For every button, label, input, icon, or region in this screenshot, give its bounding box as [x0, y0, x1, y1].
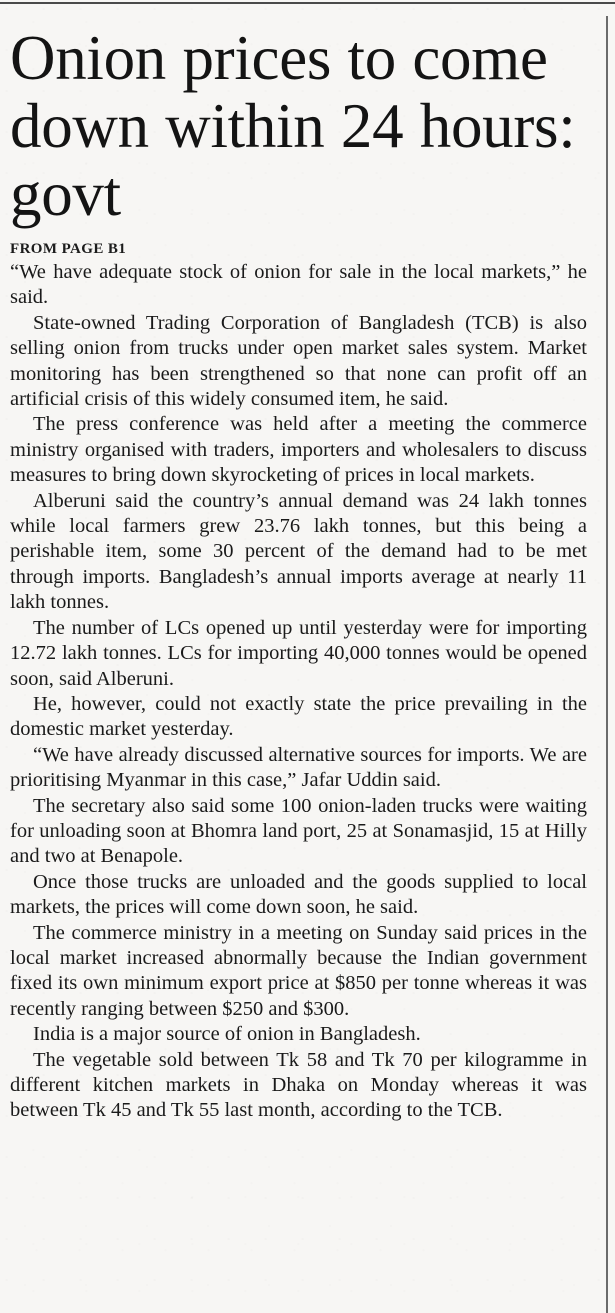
article-paragraph: The commerce ministry in a meeting on Su… — [10, 921, 587, 1020]
column-divider-rule — [606, 16, 608, 1313]
continuation-byline: FROM PAGE B1 — [10, 241, 127, 257]
article-paragraph: The press conference was held after a me… — [10, 413, 587, 487]
article-paragraph: Alberuni said the country’s annual deman… — [10, 489, 587, 614]
article-body: “We have adequate stock of onion for sal… — [10, 260, 587, 1124]
article-paragraph: The vegetable sold between Tk 58 and Tk … — [10, 1048, 587, 1122]
article-paragraph: Once those trucks are unloaded and the g… — [10, 870, 587, 919]
article-paragraph: India is a major source of onion in Bang… — [33, 1023, 421, 1046]
article-headline: Onion prices to come down within 24 hour… — [10, 23, 576, 229]
article-paragraph: “We have adequate stock of onion for sal… — [10, 261, 587, 309]
article-paragraph: He, however, could not exactly state the… — [10, 692, 587, 741]
top-horizontal-rule — [0, 2, 615, 4]
article-paragraph: State-owned Trading Corporation of Bangl… — [10, 311, 587, 411]
article-paragraph: “We have already discussed alternative s… — [10, 743, 587, 792]
article-paragraph: The number of LCs opened up until yester… — [10, 616, 587, 690]
article-column: Onion prices to come down within 24 hour… — [10, 23, 587, 1124]
article-paragraph: The secretary also said some 100 onion-l… — [10, 794, 587, 868]
